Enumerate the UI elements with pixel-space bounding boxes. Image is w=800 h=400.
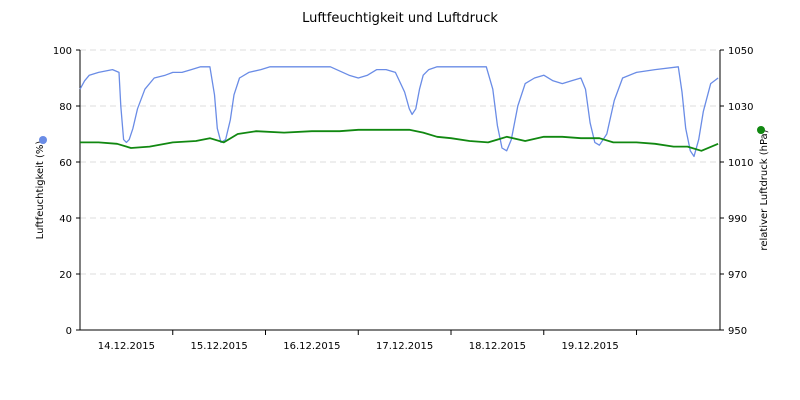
y-left-tick-labels: 0 20 40 60 80 100	[53, 46, 72, 337]
y-right-tick-label: 1050	[728, 46, 753, 57]
axes	[76, 49, 724, 335]
y-right-axis-label: relativer Luftdruck (hPa)	[759, 129, 770, 250]
x-tick-label: 14.12.2015	[98, 341, 155, 352]
y-left-tick-label: 80	[59, 102, 72, 113]
x-tick-labels: 14.12.2015 15.12.2015 16.12.2015 17.12.2015…	[98, 341, 619, 352]
x-tick-label: 16.12.2015	[283, 341, 340, 352]
y-right-tick-label: 950	[728, 326, 747, 337]
y-left-tick-label: 100	[53, 46, 72, 57]
y-right-tick-label: 970	[728, 270, 747, 281]
chart-title: Luftfeuchtigkeit und Luftdruck	[302, 11, 498, 26]
x-tick-label: 18.12.2015	[469, 341, 526, 352]
pressure-axis-marker	[757, 126, 765, 134]
y-right-tick-labels: 950 970 990 1010 1030 1050	[728, 46, 753, 337]
x-tick-label: 17.12.2015	[376, 341, 433, 352]
y-left-tick-label: 60	[59, 158, 72, 169]
series	[79, 66, 719, 158]
y-left-axis-label: Luftfeuchtigkeit (%)	[35, 141, 46, 240]
pressure-series-line	[80, 128, 719, 152]
x-tick-label: 19.12.2015	[562, 341, 619, 352]
y-right-tick-label: 1030	[728, 102, 753, 113]
x-tick-label: 15.12.2015	[190, 341, 247, 352]
y-right-tick-label: 1010	[728, 158, 753, 169]
y-left-tick-label: 20	[59, 270, 72, 281]
y-left-tick-label: 0	[66, 326, 72, 337]
y-right-tick-label: 990	[728, 214, 747, 225]
y-left-tick-label: 40	[59, 214, 72, 225]
humidity-axis-marker	[39, 136, 47, 144]
